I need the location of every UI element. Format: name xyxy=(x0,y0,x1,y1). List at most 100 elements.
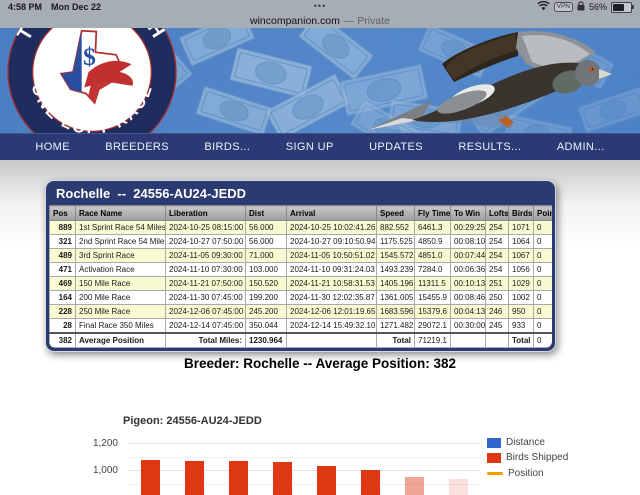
site-banner: TEXAS CA$H ONE LOFT RACE $ xyxy=(0,28,640,133)
table-cell: 1683.596 xyxy=(376,304,415,319)
main-nav: HOME BREEDERS BIRDS... SIGN UP UPDATES RESULT… xyxy=(0,133,640,160)
table-cell: 245 xyxy=(485,318,509,334)
table-cell: 0 xyxy=(533,290,552,305)
table-cell: 933 xyxy=(508,318,534,334)
table-footer-cell: 382 xyxy=(49,332,76,348)
column-header: Liberation xyxy=(165,205,246,221)
table-cell: 4851.0 xyxy=(414,248,451,263)
bar-birds-shipped[interactable] xyxy=(272,462,292,495)
table-cell: 71.000 xyxy=(245,248,287,263)
clock-date: Mon Dec 22 xyxy=(51,2,102,12)
race-results-table: Pos Race Name Liberation Dist Arrival Speed Fl… xyxy=(49,205,552,348)
bar-birds-shipped[interactable] xyxy=(360,469,380,495)
column-header: Dist xyxy=(245,205,287,221)
table-cell: 2024-11-10 07:30:00 xyxy=(165,262,246,277)
table-cell: 1175.525 xyxy=(376,234,415,249)
table-cell: 150 Mile Race xyxy=(75,276,166,291)
table-cell: 0 xyxy=(533,262,552,277)
nav-item-breeders[interactable]: BREEDERS xyxy=(105,141,170,153)
legend-swatch xyxy=(487,471,503,475)
table-cell: 1361.005 xyxy=(376,290,415,305)
column-header: To Win xyxy=(450,205,486,221)
table-cell: 2024-12-06 07:45:00 xyxy=(165,304,246,319)
nav-item-birds[interactable]: BIRDS... xyxy=(204,141,251,153)
gridline xyxy=(128,470,480,471)
table-footer-cell: 71219.1 xyxy=(414,332,451,348)
pigeon-image xyxy=(350,28,640,133)
table-cell: 00:07:44 xyxy=(450,248,486,263)
table-cell: 1064 xyxy=(508,234,534,249)
legend-item-distance: Distance xyxy=(487,437,545,448)
table-footer-cell: Total xyxy=(376,332,415,348)
table-footer-cell: Average Position xyxy=(75,332,166,348)
pages-indicator[interactable]: ••• xyxy=(313,1,327,11)
vpn-badge: VPN xyxy=(553,2,573,12)
table-cell: 1405.196 xyxy=(376,276,415,291)
table-cell: 2024-10-25 08:15:00 xyxy=(165,220,246,235)
bar-birds-shipped[interactable] xyxy=(404,476,424,495)
bar-birds-shipped[interactable] xyxy=(140,460,160,495)
table-cell: 00:10:13 xyxy=(450,276,486,291)
address-bar[interactable]: wincompanion.com — Private xyxy=(0,14,640,28)
table-cell: 251 xyxy=(485,276,509,291)
nav-item-results[interactable]: RESULTS... xyxy=(458,141,522,153)
pigeon-chart: Pigeon: 24556-AU24-JEDD 1,200 1,000 Distan… xyxy=(0,400,640,495)
gridline xyxy=(128,443,480,444)
table-cell: 4850.9 xyxy=(414,234,451,249)
gridline xyxy=(128,456,480,458)
bar-birds-shipped[interactable] xyxy=(448,479,468,495)
table-cell: 56.000 xyxy=(245,234,287,249)
table-footer-cell xyxy=(286,332,377,348)
table-cell: 56.000 xyxy=(245,220,287,235)
table-cell: 3rd Sprint Race xyxy=(75,248,166,263)
table-footer-cell: Total xyxy=(508,332,534,348)
table-cell: 15455.9 xyxy=(414,290,451,305)
table-cell: 489 xyxy=(49,248,76,263)
nav-item-signup[interactable]: SIGN UP xyxy=(285,141,334,153)
table-cell: 469 xyxy=(49,276,76,291)
table-cell: 245.200 xyxy=(245,304,287,319)
battery-icon xyxy=(611,1,634,13)
table-cell: 882.552 xyxy=(376,220,415,235)
table-cell: 321 xyxy=(49,234,76,249)
table-cell: 1071 xyxy=(508,220,534,235)
table-cell: 29072.1 xyxy=(414,318,451,334)
table-cell: 254 xyxy=(485,220,509,235)
table-cell: 2024-10-27 09:10:50.94 xyxy=(286,234,377,249)
results-panel-title: Rochelle -- 24556-AU24-JEDD xyxy=(56,186,247,201)
legend-label: Position xyxy=(508,467,544,479)
table-footer-cell: 0 xyxy=(533,332,552,348)
table-cell: 1067 xyxy=(508,248,534,263)
money-bill xyxy=(195,85,273,133)
legend-label: Birds Shipped xyxy=(506,452,569,464)
table-row: 164 200 Mile Race 2024-11-30 07:45:00 199.2… xyxy=(49,290,552,305)
table-row: 28 Final Race 350 Miles 2024-12-14 07:45:0… xyxy=(49,318,552,334)
bar-birds-shipped[interactable] xyxy=(228,460,248,495)
breeder-summary-heading: Breeder: Rochelle -- Average Position: 3… xyxy=(183,356,457,371)
table-cell: 2024-11-21 07:50:00 xyxy=(165,276,246,291)
table-row: 321 2nd Sprint Race 54 Miles 2024-10-27 07… xyxy=(49,234,552,249)
column-header: Arrival xyxy=(286,205,377,221)
nav-item-admin[interactable]: ADMIN... xyxy=(556,141,605,153)
dollar-sign: $ xyxy=(83,42,96,71)
lock-icon xyxy=(577,1,585,13)
url-text[interactable]: wincompanion.com xyxy=(250,15,340,27)
table-cell: 2024-11-05 09:30:00 xyxy=(165,248,246,263)
nav-item-updates[interactable]: UPDATES xyxy=(369,141,424,153)
bar-birds-shipped[interactable] xyxy=(184,461,204,495)
y-axis-tick-label: 1,000 xyxy=(92,465,118,476)
table-cell: 1271.482 xyxy=(376,318,415,334)
table-cell: 00:04:13 xyxy=(450,304,486,319)
table-cell: Final Race 350 Miles xyxy=(75,318,166,334)
table-cell: 00:08:10 xyxy=(450,234,486,249)
table-row: 489 3rd Sprint Race 2024-11-05 09:30:00 71.… xyxy=(49,248,552,263)
bar-birds-shipped[interactable] xyxy=(316,466,336,495)
nav-item-home[interactable]: HOME xyxy=(35,141,70,153)
wifi-icon xyxy=(536,0,550,13)
battery-percent: 56% xyxy=(588,2,607,12)
legend-swatch xyxy=(487,452,501,463)
column-header: Pos xyxy=(49,205,76,221)
table-cell: 199.200 xyxy=(245,290,287,305)
table-cell: 2024-11-21 10:58:31.53 xyxy=(286,276,377,291)
gridline xyxy=(128,483,480,485)
